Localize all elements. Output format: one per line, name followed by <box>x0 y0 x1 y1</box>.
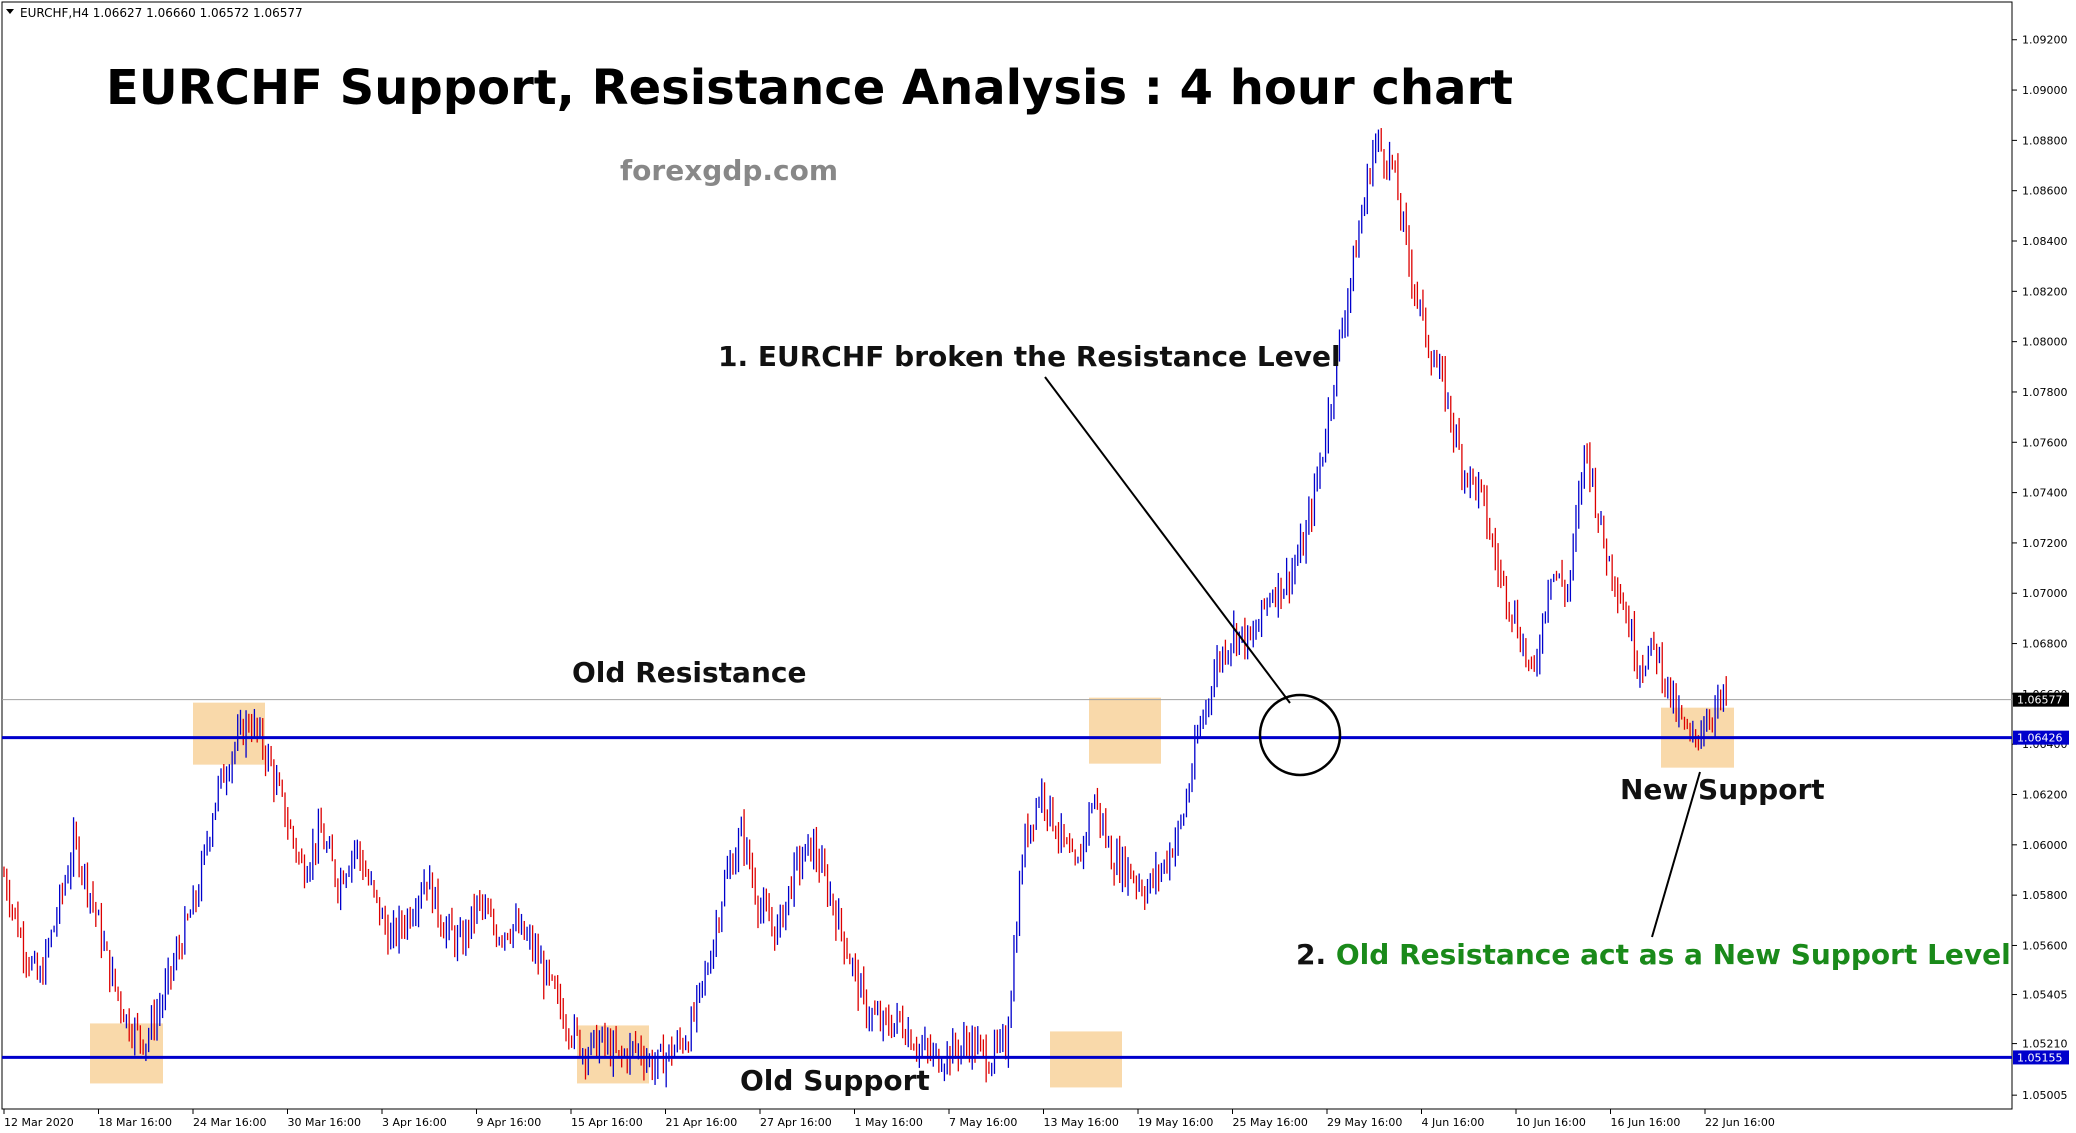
y-tick-label: 1.05800 <box>2022 889 2068 902</box>
y-tick-label: 1.08400 <box>2022 235 2068 248</box>
new-support-pointer-line <box>1651 771 1701 938</box>
old-support-label: Old Support <box>740 1064 930 1097</box>
x-tick-label: 16 Jun 16:00 <box>1611 1116 1681 1129</box>
x-tick-label: 29 May 16:00 <box>1327 1116 1402 1129</box>
x-tick-label: 13 May 16:00 <box>1044 1116 1119 1129</box>
price-axis: 1.09200 1.09000 1.08800 1.08600 1.08400 1.082… <box>2012 34 2068 1102</box>
new-support-label: New Support <box>1620 773 1825 806</box>
x-tick-label: 27 Apr 16:00 <box>760 1116 832 1129</box>
x-tick-label: 12 Mar 2020 <box>4 1116 74 1129</box>
x-tick-label: 9 Apr 16:00 <box>477 1116 542 1129</box>
y-tick-label: 1.05005 <box>2022 1089 2068 1102</box>
y-tick-label: 1.08600 <box>2022 185 2068 198</box>
role-reversal-annotation: 2. Old Resistance act as a New Support L… <box>1296 938 2011 971</box>
y-tick-label: 1.08800 <box>2022 134 2068 147</box>
y-tick-label: 1.06200 <box>2022 789 2068 802</box>
x-tick-label: 25 May 16:00 <box>1233 1116 1308 1129</box>
old-resistance-label: Old Resistance <box>572 656 806 689</box>
x-tick-label: 3 Apr 16:00 <box>382 1116 447 1129</box>
x-tick-label: 24 Mar 16:00 <box>193 1116 266 1129</box>
price-tag-label: 1.05155 <box>2017 1051 2063 1064</box>
symbol-header: EURCHF,H4 1.06627 1.06660 1.06572 1.0657… <box>6 6 303 20</box>
x-tick-label: 18 Mar 16:00 <box>99 1116 172 1129</box>
y-tick-label: 1.07800 <box>2022 386 2068 399</box>
highlight-zone <box>193 702 265 765</box>
y-tick-label: 1.08200 <box>2022 285 2068 298</box>
y-tick-label: 1.09000 <box>2022 84 2068 97</box>
y-tick-label: 1.07600 <box>2022 436 2068 449</box>
x-tick-label: 1 May 16:00 <box>855 1116 923 1129</box>
x-tick-label: 10 Jun 16:00 <box>1516 1116 1586 1129</box>
breakout-annotation: 1. EURCHF broken the Resistance Level <box>718 340 1341 373</box>
y-tick-label: 1.08000 <box>2022 336 2068 349</box>
breakout-pointer-line <box>1044 376 1291 704</box>
y-tick-label: 1.09200 <box>2022 34 2068 47</box>
candles <box>3 128 1727 1088</box>
level-lines <box>2 736 2012 1059</box>
price-tags: 1.06577 1.06426 1.05155 <box>2013 692 2069 1065</box>
highlight-zones <box>90 697 1734 1088</box>
x-tick-label: 30 Mar 16:00 <box>288 1116 361 1129</box>
price-tag-label: 1.06426 <box>2017 732 2063 745</box>
price-tag-bg <box>2013 1050 2069 1065</box>
price-tag-label: 1.06577 <box>2017 694 2063 707</box>
y-tick-label: 1.05210 <box>2022 1038 2068 1051</box>
chart-title: EURCHF Support, Resistance Analysis : 4 … <box>106 60 1513 116</box>
symbol-header-text: EURCHF,H4 1.06627 1.06660 1.06572 1.0657… <box>20 6 303 20</box>
time-axis: 12 Mar 2020 18 Mar 16:00 24 Mar 16:00 30 Ma… <box>3 1109 1775 1129</box>
breakout-circle <box>1258 693 1342 777</box>
x-tick-label: 21 Apr 16:00 <box>666 1116 738 1129</box>
y-tick-label: 1.05600 <box>2022 939 2068 952</box>
x-tick-label: 19 May 16:00 <box>1138 1116 1213 1129</box>
role-reversal-text: Old Resistance act as a New Support Leve… <box>1336 938 2011 971</box>
role-reversal-prefix: 2. <box>1296 938 1336 971</box>
highlight-zone <box>1050 1031 1122 1088</box>
y-tick-label: 1.05405 <box>2022 989 2068 1002</box>
dropdown-triangle-icon <box>6 9 14 14</box>
x-tick-label: 7 May 16:00 <box>949 1116 1017 1129</box>
y-tick-label: 1.07400 <box>2022 487 2068 500</box>
y-tick-label: 1.06800 <box>2022 638 2068 651</box>
y-tick-label: 1.07200 <box>2022 537 2068 550</box>
price-tag-bg <box>2013 692 2069 707</box>
x-tick-label: 22 Jun 16:00 <box>1705 1116 1775 1129</box>
x-tick-label: 15 Apr 16:00 <box>571 1116 643 1129</box>
x-tick-label: 4 Jun 16:00 <box>1422 1116 1485 1129</box>
highlight-zone <box>1089 697 1161 764</box>
watermark: forexgdp.com <box>620 154 838 187</box>
y-tick-label: 1.06000 <box>2022 839 2068 852</box>
price-tag-bg <box>2013 730 2069 745</box>
y-tick-label: 1.07000 <box>2022 587 2068 600</box>
